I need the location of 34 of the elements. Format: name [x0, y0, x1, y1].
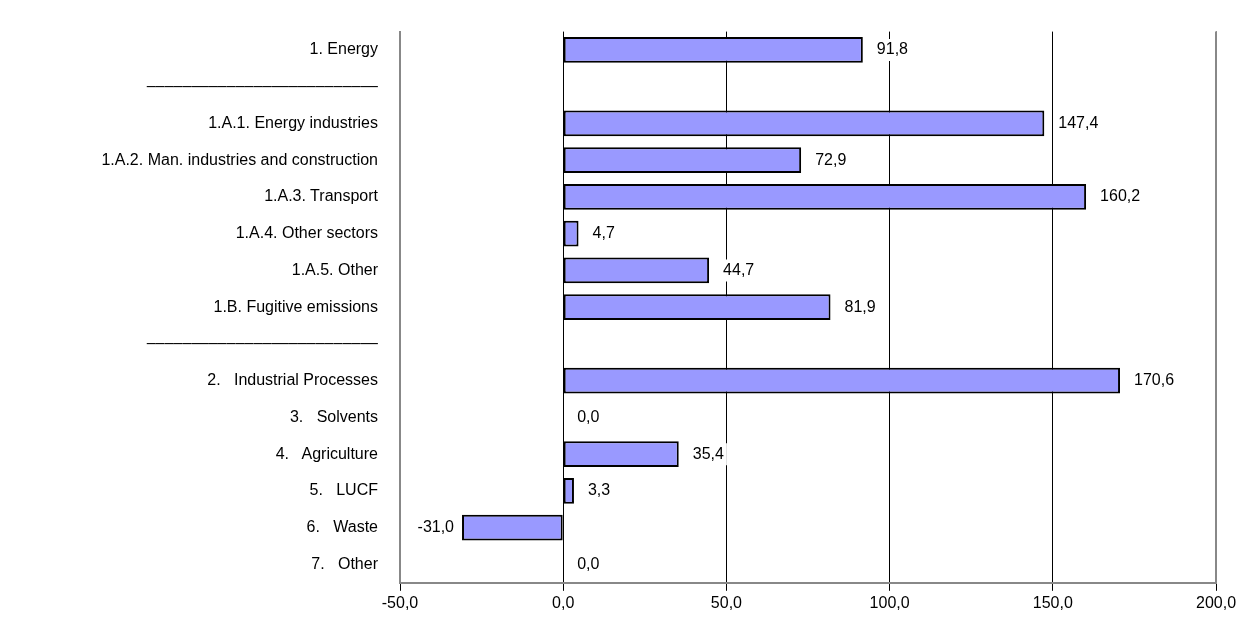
- y-tick-label: 1.A.2. Man. industries and construction: [101, 150, 378, 168]
- y-tick-label: 1.A.4. Other sectors: [235, 224, 378, 242]
- y-tick-label: 3. Solvents: [289, 407, 378, 425]
- data-label: 44,7: [723, 260, 755, 278]
- y-tick-label: 1. Energy: [309, 40, 378, 58]
- y-tick-label: 2. Industrial Processes: [207, 371, 378, 389]
- y-tick-label: 7. Other: [311, 554, 379, 572]
- x-tick-label: 0,0: [552, 593, 575, 611]
- data-label: 147,4: [1058, 113, 1099, 131]
- y-tick-label: 1.A.5. Other: [291, 260, 379, 278]
- y-tick-label: 5. LUCF: [309, 481, 379, 499]
- x-tick-label: 150,0: [1032, 593, 1073, 611]
- y-tick-label: ––––––––––––––––––––––––––: [146, 77, 379, 95]
- data-label: 35,4: [692, 444, 724, 462]
- y-tick-label: 6. Waste: [306, 518, 379, 536]
- y-tick-label: ––––––––––––––––––––––––––: [146, 334, 379, 352]
- data-label: 81,9: [844, 297, 876, 315]
- data-label: 3,3: [587, 481, 611, 499]
- data-label: -31,0: [417, 518, 455, 536]
- y-tick-label: 1.A.1. Energy industries: [208, 113, 378, 131]
- y-tick-label: 1.A.3. Transport: [264, 187, 379, 205]
- x-tick-label: 200,0: [1195, 593, 1237, 611]
- data-label: 72,9: [815, 150, 847, 168]
- data-label: 0,0: [577, 554, 600, 572]
- data-label: 160,2: [1100, 187, 1141, 205]
- data-label: 0,0: [577, 407, 600, 425]
- x-tick-label: 100,0: [869, 593, 910, 611]
- x-tick-label: 50,0: [710, 593, 743, 611]
- x-tick-label: -50,0: [381, 593, 419, 611]
- data-label: 91,8: [876, 40, 909, 58]
- y-tick-label: 1.B. Fugitive emissions: [213, 297, 378, 315]
- data-label: 170,6: [1134, 371, 1175, 389]
- data-label: 4,7: [592, 224, 615, 242]
- y-tick-label: 4. Agriculture: [275, 444, 379, 462]
